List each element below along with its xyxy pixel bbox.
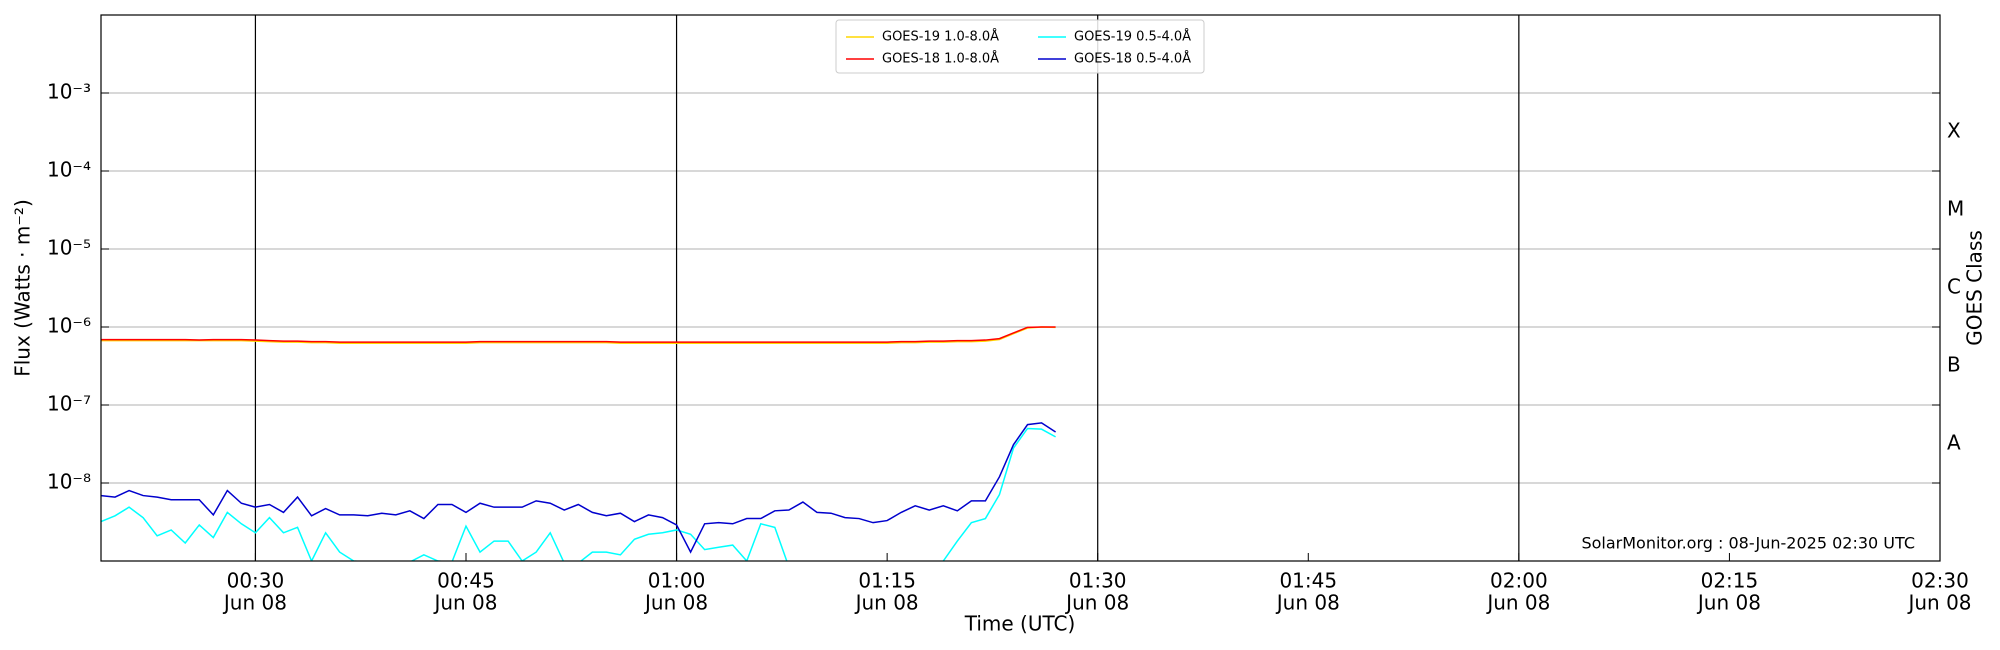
grid [101, 15, 1940, 561]
class-label: B [1947, 353, 1961, 377]
x-tick-label: 02:30 [1911, 569, 1969, 593]
series-line [101, 326, 1056, 343]
class-label: C [1947, 275, 1961, 299]
annotation: SolarMonitor.org : 08-Jun-2025 02:30 UTC [1581, 534, 1915, 553]
x-tick-date: Jun 08 [854, 591, 919, 615]
class-label: M [1947, 197, 1964, 221]
x-tick-date: Jun 08 [1275, 591, 1340, 615]
series-line [101, 427, 1056, 561]
x-tick-label: 02:15 [1701, 569, 1759, 593]
x-tick-label: 01:30 [1069, 569, 1127, 593]
legend-label: GOES-19 0.5-4.0Å [1074, 29, 1191, 45]
y-tick-label: 10⁻⁴ [47, 158, 91, 182]
x-tick-label: 01:00 [648, 569, 706, 593]
class-label: A [1947, 431, 1961, 455]
x-tick-label: 00:45 [437, 569, 495, 593]
class-label: X [1947, 119, 1961, 143]
x-tick-date: Jun 08 [222, 591, 287, 615]
x-tick-label: 02:00 [1490, 569, 1548, 593]
legend-label: GOES-19 1.0-8.0Å [882, 29, 999, 45]
x-tick-label: 01:15 [858, 569, 916, 593]
x-tick-date: Jun 08 [643, 591, 708, 615]
y2-axis-label: GOES Class [1963, 230, 1987, 346]
x-axis-label: Time (UTC) [964, 612, 1076, 636]
y-tick-label: 10⁻⁸ [47, 470, 91, 494]
legend-label: GOES-18 1.0-8.0Å [882, 51, 999, 67]
y-axis-label: Flux (Watts · m⁻²) [11, 199, 35, 377]
plot-lines [101, 326, 1057, 561]
legend-box [835, 19, 1205, 74]
legend: GOES-19 1.0-8.0Å GOES-18 1.0-8.0Å GOES-19 … [835, 19, 1205, 74]
legend-label: GOES-18 0.5-4.0Å [1074, 51, 1191, 67]
plot-frame [100, 14, 1941, 562]
x-tick-date: Jun 08 [1064, 591, 1129, 615]
x-tick-label: 01:45 [1279, 569, 1337, 593]
series-line [101, 422, 1057, 554]
y-tick-label: 10⁻³ [47, 80, 91, 104]
x-tick-date: Jun 08 [1906, 591, 1971, 615]
x-tick-date: Jun 08 [1485, 591, 1550, 615]
y-tick-label: 10⁻⁶ [47, 314, 91, 338]
y-tick-label: 10⁻⁵ [47, 236, 91, 260]
y-tick-label: 10⁻⁷ [47, 392, 91, 416]
x-tick-label: 00:30 [227, 569, 285, 593]
series-line [101, 326, 1056, 344]
x-tick-date: Jun 08 [1696, 591, 1761, 615]
x-tick-date: Jun 08 [432, 591, 497, 615]
